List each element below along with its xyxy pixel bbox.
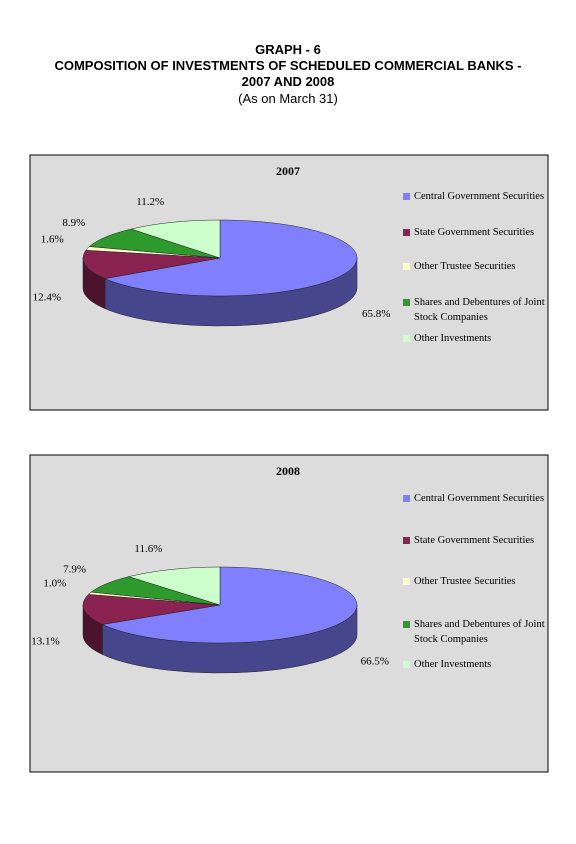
legend-swatch — [403, 193, 410, 200]
slice-top — [82, 594, 221, 625]
legend-entry: Shares and Debentures of Joint Stock Com… — [403, 295, 552, 325]
pie-slice — [127, 566, 221, 606]
legend-entry: Other Trustee Securities — [403, 259, 552, 274]
title-line: COMPOSITION OF INVESTMENTS OF SCHEDULED … — [54, 58, 522, 73]
legend-swatch — [403, 661, 410, 668]
legend-entry: Central Government Securities — [403, 189, 552, 204]
chart-title: 2008 — [276, 464, 300, 478]
slice-top — [127, 566, 221, 606]
legend-label: Other Trustee Securities — [414, 261, 516, 272]
legend-entry: State Government Securities — [403, 533, 552, 548]
legend-swatch — [403, 229, 410, 236]
note: (As on March 31) — [238, 91, 338, 106]
slice-top — [130, 219, 221, 259]
graph-number: GRAPH - 6 — [255, 42, 321, 57]
legend-entry: State Government Securities — [403, 225, 552, 240]
data-label: 1.6% — [41, 234, 64, 246]
legend-label: Other Investments — [414, 659, 492, 670]
legend-entry: Other Investments — [403, 331, 552, 346]
legend-swatch — [403, 621, 410, 628]
legend-entry: Other Trustee Securities — [403, 574, 552, 589]
legend-entry: Central Government Securities — [403, 491, 552, 506]
legend-swatch — [403, 495, 410, 502]
legend-entry: Shares and Debentures of Joint Stock Com… — [403, 617, 552, 647]
legend-label: Shares and Debentures of Joint Stock Com… — [414, 297, 545, 323]
data-label: 11.6% — [134, 543, 162, 555]
legend-label: Central Government Securities — [414, 493, 545, 504]
data-label: 13.1% — [31, 636, 59, 648]
pie-slice — [82, 249, 221, 310]
legend-swatch — [403, 263, 410, 270]
chart-title: 2007 — [276, 164, 300, 178]
legend-swatch — [403, 537, 410, 544]
legend-swatch — [403, 299, 410, 306]
pie-slice — [82, 594, 221, 655]
legend-label: Central Government Securities — [414, 191, 545, 202]
title-line: 2007 AND 2008 — [241, 74, 335, 89]
legend-entry: Other Investments — [403, 657, 552, 672]
data-label: 1.0% — [43, 577, 66, 589]
slice-top — [104, 219, 358, 297]
data-label: 8.9% — [62, 217, 85, 229]
legend-label: Other Investments — [414, 333, 492, 344]
data-label: 11.2% — [136, 196, 164, 208]
legend-label: State Government Securities — [414, 227, 535, 238]
legend-label: Other Trustee Securities — [414, 576, 516, 587]
data-label: 65.8% — [362, 308, 390, 320]
data-label: 7.9% — [63, 564, 86, 576]
legend-swatch — [403, 578, 410, 585]
legend-label: State Government Securities — [414, 535, 535, 546]
data-label: 66.5% — [361, 656, 389, 668]
slice-top — [101, 566, 358, 644]
slice-top — [82, 249, 221, 279]
data-label: 12.4% — [33, 292, 61, 304]
legend-swatch — [403, 335, 410, 342]
pie-slice — [130, 219, 221, 259]
legend-label: Shares and Debentures of Joint Stock Com… — [414, 619, 545, 645]
pie-slice — [104, 219, 358, 327]
